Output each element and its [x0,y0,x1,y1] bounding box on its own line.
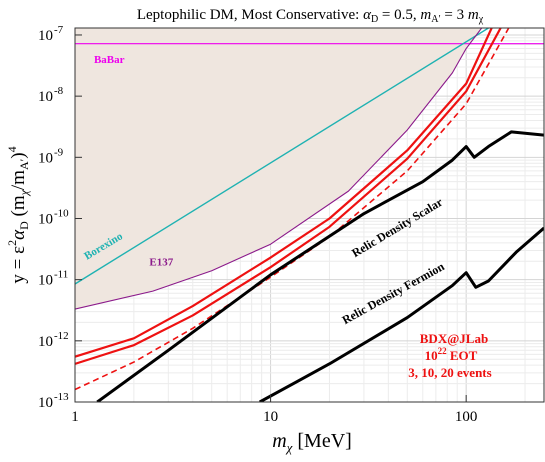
xlabel-unit: [MeV] [292,430,351,452]
ylabel-close: ) [8,152,29,158]
series-group [75,28,544,402]
title-m2: m [468,7,479,23]
title-alpha-value: = 0.5, [378,7,420,23]
y-axis-label: y = ε2αD (mχ/mA′)4 [5,146,31,283]
ylabel-mid: /m [8,170,29,190]
bdx-line2-rest: EOT [447,348,478,363]
y-tick-label: 10 [38,150,53,166]
bdx-line2: 1022 EOT [425,346,478,363]
chart-title: Leptophilic DM, Most Conservative: αD = … [137,7,484,25]
series-line-7 [259,226,544,402]
y-tick-label-exp: -11 [54,269,68,281]
bdx-line1: BDX@JLab [420,331,488,346]
y-tick-label: 10 [38,28,53,44]
title-m: m [420,7,431,23]
series-line-2 [75,28,483,310]
x-tick-label: 1 [71,409,79,425]
excluded-region-fill [75,28,482,310]
x-tick-label: 10 [263,409,278,425]
bdx-label: BDX@JLab 1022 EOT 3, 10, 20 events [408,331,491,380]
y-tick-label: 10 [38,395,53,411]
title-alpha: α [363,7,372,23]
bdx-line2-exp: 22 [438,346,448,356]
y-tick-label-exp: -8 [54,85,64,97]
plot-frame [74,27,545,403]
bdx-line2-base: 10 [425,348,438,363]
y-tick-label-exp: -10 [54,207,69,219]
y-tick-label-exp: -12 [54,330,69,342]
ylabel-prefix: y = ε [8,246,29,284]
y-tick-label: 10 [38,273,53,289]
title-m2-sub: χ [478,14,484,25]
series-line-4 [75,28,502,365]
annotation-e137: E137 [149,257,173,269]
y-tick-label-exp: -13 [54,391,69,403]
title-prefix: Leptophilic DM, Most Conservative: [137,7,363,23]
ylabel-aprime: A′ [17,158,31,170]
y-tick-label: 10 [38,89,53,105]
bdx-line3: 3, 10, 20 events [408,365,491,380]
title-m-eq: = 3 [441,7,468,23]
title-alpha-sub: D [371,14,378,25]
series-line-6 [96,130,544,402]
ylabel-exp2: 2 [5,240,19,246]
x-axis-label: mχ [MeV] [272,430,352,455]
title-m-sub: A′ [431,14,440,25]
xlabel-m: m [272,430,286,452]
ylabel-exp4: 4 [5,146,19,152]
annotation-babar: BaBar [94,54,125,66]
xlabel-sub: χ [285,440,293,455]
ylabel-alpha-sub: D [17,221,31,230]
y-tick-label-exp: -9 [54,146,64,158]
y-tick-label: 10 [38,334,53,350]
ylabel-open: (m [8,195,29,221]
ylabel-chi: χ [17,189,31,196]
excluded-region [75,28,482,310]
ylabel-alpha: α [8,229,29,240]
y-tick-label: 10 [38,211,53,227]
y-tick-label-exp: -7 [54,24,64,36]
series-line-1 [75,28,489,285]
x-tick-label: 100 [455,409,478,425]
series-line-3 [75,28,493,358]
